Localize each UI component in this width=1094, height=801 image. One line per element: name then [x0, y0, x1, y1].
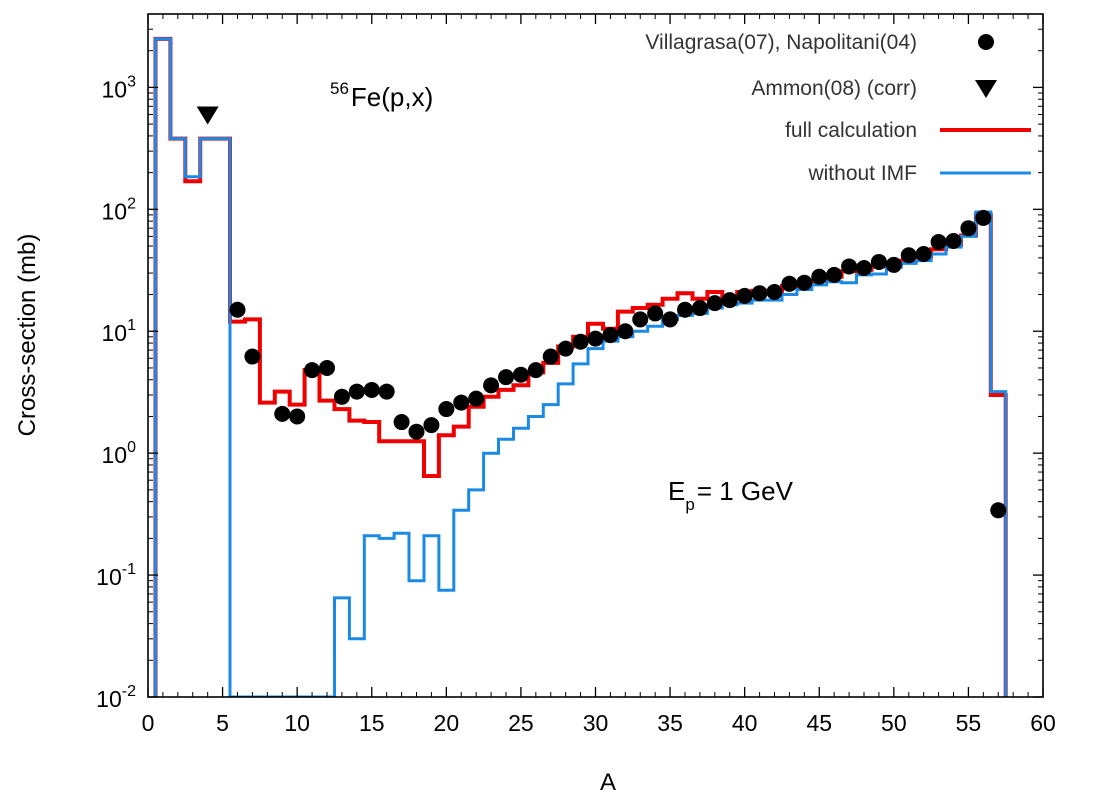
- plot-frame: [147, 13, 1044, 698]
- data-point-circle: [781, 275, 798, 292]
- y-tick-label: 102: [102, 195, 137, 224]
- energy-symbol: E: [668, 476, 685, 506]
- data-point-circle: [721, 292, 738, 309]
- x-tick-label: 0: [142, 710, 155, 736]
- data-point-circle: [453, 394, 470, 411]
- energy-value: = 1 GeV: [697, 476, 794, 506]
- legend: Villagrasa(07), Napolitani(04) Ammon(08) …: [645, 31, 1031, 185]
- data-point-circle: [438, 401, 455, 418]
- data-point-circle: [319, 359, 335, 376]
- data-point-circle: [468, 390, 485, 407]
- data-point-triangle: [196, 106, 219, 125]
- x-tick-label: 45: [806, 710, 832, 736]
- data-point-circle: [617, 323, 634, 340]
- data-point-circle: [915, 246, 932, 263]
- data-point-circle: [945, 232, 962, 249]
- data-point-circle: [229, 301, 246, 318]
- legend-label: without IMF: [807, 162, 917, 185]
- x-tick-label: 40: [732, 710, 758, 736]
- data-point-circle: [527, 362, 544, 379]
- series-clip-group: [153, 36, 1008, 697]
- y-tick-label: 101: [102, 317, 137, 346]
- data-point-circle: [796, 274, 813, 291]
- x-tick-label: 5: [216, 710, 229, 736]
- data-point-circle: [542, 348, 559, 365]
- legend-triangle-marker: [975, 80, 997, 98]
- data-point-circle: [632, 311, 649, 328]
- labels-layer: Cross-section (mb) A: [14, 234, 616, 796]
- data-point-circle: [841, 258, 858, 275]
- x-tick-label: 25: [508, 710, 534, 736]
- data-point-circle: [691, 300, 708, 317]
- x-tick-label: 30: [583, 710, 609, 736]
- data-point-circle: [363, 381, 380, 398]
- x-tick-label: 50: [881, 710, 907, 736]
- x-tick-label: 10: [284, 710, 310, 736]
- data-point-circle: [677, 301, 693, 318]
- data-point-circle: [423, 417, 440, 434]
- reaction-mass-number: 56: [330, 79, 349, 98]
- data-point-circle: [304, 362, 321, 379]
- legend-entry: Ammon(08) (corr): [751, 77, 997, 100]
- data-point-circle: [736, 287, 753, 304]
- data-point-circle: [870, 253, 887, 270]
- series-layer: [153, 36, 1008, 697]
- legend-label: Ammon(08) (corr): [751, 77, 917, 100]
- legend-label: full calculation: [785, 119, 917, 142]
- y-tick-label: 10-2: [96, 683, 136, 712]
- legend-circle-marker: [978, 34, 994, 50]
- data-point-circle: [751, 285, 768, 302]
- ticks-layer: 0 5 10 15 20 25 30 35 40 45 50 55 60 10-2 10-1 100 101 10…: [96, 13, 1056, 736]
- data-point-circle: [930, 233, 947, 250]
- data-point-circle: [274, 405, 291, 422]
- x-tick-label: 20: [434, 710, 460, 736]
- data-point-circle: [990, 502, 1007, 519]
- data-point-circle: [766, 283, 783, 300]
- data-point-circle: [662, 311, 679, 328]
- data-point-circle: [602, 327, 619, 344]
- energy-subscript: p: [685, 495, 694, 514]
- data-point-circle: [647, 305, 664, 322]
- data-point-circle: [483, 377, 500, 394]
- data-point-circle: [333, 388, 350, 405]
- series-line-without-imf: [154, 37, 1008, 697]
- data-point-circle: [975, 209, 992, 226]
- data-point-circle: [706, 295, 723, 312]
- y-tick-label: 10-1: [96, 561, 136, 590]
- data-point-circle: [811, 268, 828, 285]
- x-tick-label: 60: [1030, 710, 1056, 736]
- legend-entry: full calculation: [785, 119, 1031, 142]
- data-point-circle: [498, 369, 514, 386]
- data-point-circle: [378, 383, 395, 400]
- y-axis-title: Cross-section (mb): [14, 234, 41, 437]
- annotations: 56Fe(p,x) Ep= 1 GeV: [330, 79, 794, 514]
- energy-label: Ep= 1 GeV: [668, 476, 794, 514]
- data-point-circle: [408, 423, 425, 440]
- data-point-circle: [348, 383, 365, 400]
- data-point-circle: [289, 408, 306, 425]
- reaction-text: Fe(p,x): [351, 82, 433, 112]
- x-axis-title: A: [600, 769, 616, 796]
- data-point-circle: [960, 220, 977, 237]
- data-point-circle: [826, 266, 843, 283]
- data-point-circle: [885, 256, 902, 273]
- reaction-label: 56Fe(p,x): [330, 79, 433, 112]
- legend-entry: Villagrasa(07), Napolitani(04): [645, 31, 994, 54]
- x-tick-label: 55: [956, 710, 982, 736]
- y-tick-label: 103: [102, 73, 137, 102]
- x-tick-label: 15: [359, 710, 385, 736]
- data-point-circle: [244, 348, 261, 365]
- data-point-circle: [587, 330, 604, 347]
- data-point-circle: [557, 340, 574, 357]
- data-point-circle: [393, 414, 410, 431]
- data-point-circle: [856, 260, 872, 277]
- data-point-circle: [512, 366, 529, 383]
- x-tick-label: 35: [657, 710, 683, 736]
- legend-label: Villagrasa(07), Napolitani(04): [645, 31, 917, 54]
- data-point-circle: [900, 247, 917, 264]
- y-tick-label: 100: [102, 439, 137, 468]
- legend-entry: without IMF: [807, 162, 1031, 185]
- data-point-circle: [572, 333, 589, 350]
